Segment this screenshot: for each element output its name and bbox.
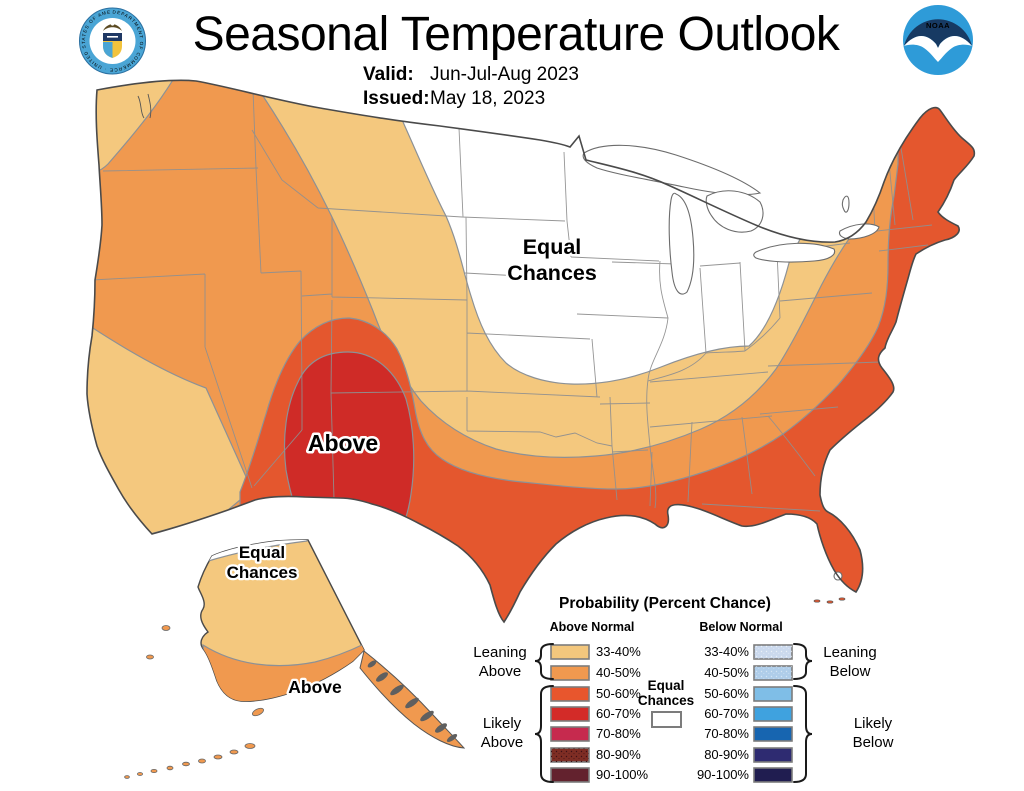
range-label: 70-80% <box>704 726 749 741</box>
range-label: 80-90% <box>704 747 749 762</box>
lake-champlain <box>841 195 850 213</box>
likely-above-label-line1: Likely <box>483 715 522 732</box>
conus-map: Equal Chances Above <box>86 79 976 624</box>
swatch-above-90-100 <box>550 767 590 783</box>
legend-below-normal-header: Below Normal <box>699 620 782 634</box>
legend-equal-chances-line2: Chances <box>638 693 694 708</box>
likely-below-label-line1: Likely <box>854 715 893 732</box>
doc-shield-ship <box>107 36 118 38</box>
doc-eagle-icon <box>103 24 122 31</box>
range-label: 90-100% <box>596 767 648 782</box>
legend-above-normal-header: Above Normal <box>550 620 635 634</box>
swatch-above-70-80 <box>550 726 590 742</box>
puget-sound-detail <box>137 93 152 119</box>
likely-below-label-line2: Below <box>853 734 894 751</box>
swatch-below-90-100 <box>753 767 793 783</box>
aleutian-islands <box>124 625 264 779</box>
leaning-above-label-line2: Above <box>479 663 522 680</box>
conus-equal-chances-label-line1: Equal <box>523 235 582 259</box>
alaska-equal-chances-label-line1: Equal <box>239 543 285 562</box>
conus-equal-chances-label-line2: Chances <box>507 261 597 285</box>
swatch-below-80-90 <box>753 747 793 763</box>
legend: Probability (Percent Chance) Above Norma… <box>473 595 894 783</box>
range-label: 33-40% <box>704 644 749 659</box>
doc-shield-blue <box>103 42 113 58</box>
range-label: 50-60% <box>596 686 641 701</box>
likely-below-brace <box>793 685 813 783</box>
issued-value: May 18, 2023 <box>430 88 545 109</box>
noaa-top-wedge <box>904 19 972 48</box>
leaning-below-brace <box>793 643 813 680</box>
leaning-below-label-line1: Leaning <box>823 644 876 661</box>
legend-above-swatches <box>550 644 590 783</box>
noaa-seagull-icon <box>904 35 972 62</box>
lake-erie <box>753 242 836 263</box>
lake-ontario <box>838 223 880 240</box>
doc-eagle-head <box>110 22 115 26</box>
range-label: 40-50% <box>704 665 749 680</box>
issued-label: Issued: <box>363 88 430 109</box>
conus-outline <box>86 79 976 624</box>
swatch-above-50-60 <box>550 686 590 702</box>
likely-above-label-line2: Above <box>481 734 524 751</box>
page-title: Seasonal Temperature Outlook <box>193 8 841 61</box>
swatch-above-33-40 <box>550 644 590 660</box>
legend-title: Probability (Percent Chance) <box>559 595 771 612</box>
legend-above-range-labels: 33-40% 40-50% 50-60% 60-70% 70-80% 80-90… <box>596 644 648 782</box>
range-label: 60-70% <box>596 706 641 721</box>
range-label: 33-40% <box>596 644 641 659</box>
swatch-below-50-60 <box>753 686 793 702</box>
legend-below-swatches <box>753 644 793 783</box>
legend-below-range-labels: 33-40% 40-50% 50-60% 60-70% 70-80% 80-90… <box>697 644 749 782</box>
range-label: 40-50% <box>596 665 641 680</box>
swatch-below-40-50-speckle <box>754 666 792 680</box>
florida-keys <box>813 597 846 604</box>
swatch-above-80-90-speckle <box>551 748 589 762</box>
alaska-above-label: Above <box>288 677 342 697</box>
range-label: 70-80% <box>596 726 641 741</box>
lake-michigan <box>668 192 695 295</box>
conus-above-label: Above <box>308 430 378 456</box>
leaning-below-label-line2: Below <box>830 663 871 680</box>
alaska-equal-chances-label-line2: Chances <box>227 563 298 582</box>
alaska-panhandle-islands <box>367 660 458 743</box>
swatch-below-60-70 <box>753 706 793 722</box>
range-label: 80-90% <box>596 747 641 762</box>
legend-equal-chances-box <box>651 711 682 728</box>
leaning-above-label-line1: Leaning <box>473 644 526 661</box>
range-label: 50-60% <box>704 686 749 701</box>
range-label: 90-100% <box>697 767 749 782</box>
noaa-logo-text: NOAA <box>926 21 950 30</box>
leaning-above-brace <box>534 643 554 680</box>
swatch-below-70-80 <box>753 726 793 742</box>
swatch-above-40-50 <box>550 665 590 681</box>
swatch-below-33-40-speckle <box>754 645 792 659</box>
alaska-equal-chances-sliver <box>199 540 308 563</box>
legend-equal-chances-line1: Equal <box>648 678 685 693</box>
great-lakes <box>582 144 880 581</box>
valid-value: Jun-Jul-Aug 2023 <box>430 64 579 85</box>
noaa-logo: NOAA <box>903 5 973 75</box>
swatch-above-60-70 <box>550 706 590 722</box>
valid-label: Valid: <box>363 64 414 85</box>
region-above-60-70-core <box>283 351 415 568</box>
likely-above-brace <box>534 685 554 783</box>
doc-seal-logo: DEPARTMENT OF COMMERCE · UNITED STATES O… <box>0 0 146 75</box>
alaska-inset: Equal Chances Above <box>124 539 466 779</box>
range-label: 60-70% <box>704 706 749 721</box>
